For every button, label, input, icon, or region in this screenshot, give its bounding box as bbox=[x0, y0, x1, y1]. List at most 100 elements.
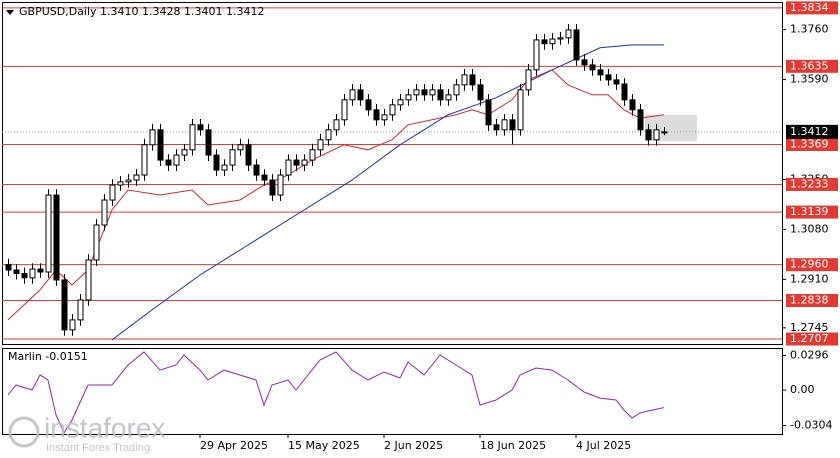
candle-body bbox=[53, 194, 60, 281]
chart-title: GBPUSD,Daily 1.3410 1.3428 1.3401 1.3412 bbox=[19, 5, 264, 18]
level-label: 1.3139 bbox=[790, 205, 829, 218]
candle-body bbox=[637, 109, 644, 131]
indicator-y-tick-label: 0.0296 bbox=[790, 348, 829, 361]
level-label-box bbox=[786, 177, 838, 191]
level-label: 1.3635 bbox=[790, 59, 829, 72]
candle-body bbox=[5, 264, 12, 271]
candle-body bbox=[589, 64, 596, 71]
y-tick-label: 1.2910 bbox=[790, 272, 829, 285]
candle-body bbox=[517, 89, 524, 131]
candle-body bbox=[125, 179, 132, 183]
candle-body bbox=[629, 99, 636, 111]
candle-body bbox=[221, 164, 228, 171]
candle-body bbox=[285, 159, 292, 176]
candle-body bbox=[581, 59, 588, 66]
candle-body bbox=[269, 179, 276, 196]
candle-body bbox=[365, 99, 372, 111]
level-label: 1.3834 bbox=[790, 1, 829, 14]
moving-average bbox=[7, 69, 665, 321]
candle-body bbox=[189, 124, 196, 151]
candle-body bbox=[373, 109, 380, 121]
candle-body bbox=[653, 129, 660, 141]
candle-body bbox=[277, 174, 284, 196]
candle-body bbox=[13, 269, 20, 274]
level-label: 1.2707 bbox=[790, 332, 829, 345]
candle-body bbox=[325, 129, 332, 141]
watermark-logo bbox=[8, 416, 40, 448]
candle-body bbox=[477, 84, 484, 101]
candle-body bbox=[37, 268, 44, 273]
candle-body bbox=[45, 194, 52, 273]
x-tick-label: 29 Apr 2025 bbox=[200, 439, 268, 452]
candle-body bbox=[461, 74, 468, 86]
candle-body bbox=[405, 94, 412, 101]
candle-body bbox=[93, 224, 100, 261]
candle-body bbox=[541, 39, 548, 45]
candle-body bbox=[333, 119, 340, 131]
level-label: 1.3369 bbox=[790, 138, 829, 151]
candle-body bbox=[621, 83, 628, 101]
indicator-y-tick-label: -0.0304 bbox=[790, 418, 832, 431]
main-frame bbox=[2, 2, 783, 345]
candle-body bbox=[485, 99, 492, 126]
candle-body bbox=[261, 174, 268, 181]
candle-body bbox=[205, 129, 212, 156]
candle-body bbox=[85, 259, 92, 301]
level-label: 1.2838 bbox=[790, 294, 829, 307]
candle-body bbox=[429, 89, 436, 96]
candle-body bbox=[229, 149, 236, 166]
candle-body bbox=[101, 199, 108, 226]
level-label-box bbox=[786, 138, 838, 151]
watermark: instaforex Instant Forex Trading bbox=[8, 412, 165, 454]
candle-body bbox=[597, 69, 604, 76]
candle-body bbox=[109, 184, 116, 201]
level-label: 1.3233 bbox=[790, 177, 829, 190]
candle-body bbox=[197, 124, 204, 131]
candle-body bbox=[301, 159, 308, 166]
candle-body bbox=[349, 89, 356, 101]
candle-body bbox=[613, 79, 620, 85]
level-label-box bbox=[786, 294, 838, 308]
candle-body bbox=[253, 164, 260, 176]
candle-body bbox=[245, 144, 252, 166]
x-tick-label: 15 May 2025 bbox=[288, 439, 360, 452]
candle-body bbox=[133, 174, 140, 181]
watermark-tagline: Instant Forex Trading bbox=[46, 442, 150, 454]
candle-body bbox=[525, 69, 532, 91]
candle-body bbox=[453, 84, 460, 96]
candle-body bbox=[645, 129, 652, 141]
y-tick-label: 1.3590 bbox=[790, 73, 829, 86]
level-label-box bbox=[786, 258, 838, 272]
candle-body bbox=[165, 159, 172, 166]
candle-body bbox=[213, 154, 220, 171]
candle-body bbox=[493, 124, 500, 131]
candle-body bbox=[605, 74, 612, 81]
candle-body bbox=[397, 99, 404, 106]
candle-body bbox=[77, 299, 84, 321]
candle-body bbox=[61, 279, 68, 331]
price-zone bbox=[645, 115, 697, 141]
level-label: 1.2960 bbox=[790, 258, 829, 271]
candle-body bbox=[357, 89, 364, 101]
candle-body bbox=[501, 119, 508, 131]
y-tick-label: 1.2745 bbox=[790, 321, 829, 334]
candle-body bbox=[149, 129, 156, 146]
candle-body bbox=[533, 39, 540, 71]
candle-body bbox=[237, 144, 244, 151]
menu-arrow bbox=[6, 10, 14, 15]
candle-body bbox=[381, 114, 388, 121]
x-tick-label: 2 Jun 2025 bbox=[384, 439, 443, 452]
indicator-title: Marlin -0.0151 bbox=[8, 350, 88, 363]
candle-body bbox=[573, 29, 580, 61]
candle-body bbox=[421, 89, 428, 96]
level-label-box bbox=[786, 205, 838, 219]
candle-body bbox=[117, 181, 124, 186]
candle-body bbox=[157, 129, 164, 161]
candle-body bbox=[509, 119, 516, 131]
candle-body bbox=[565, 29, 572, 39]
candle-body bbox=[549, 38, 556, 45]
candle-body bbox=[141, 144, 148, 176]
